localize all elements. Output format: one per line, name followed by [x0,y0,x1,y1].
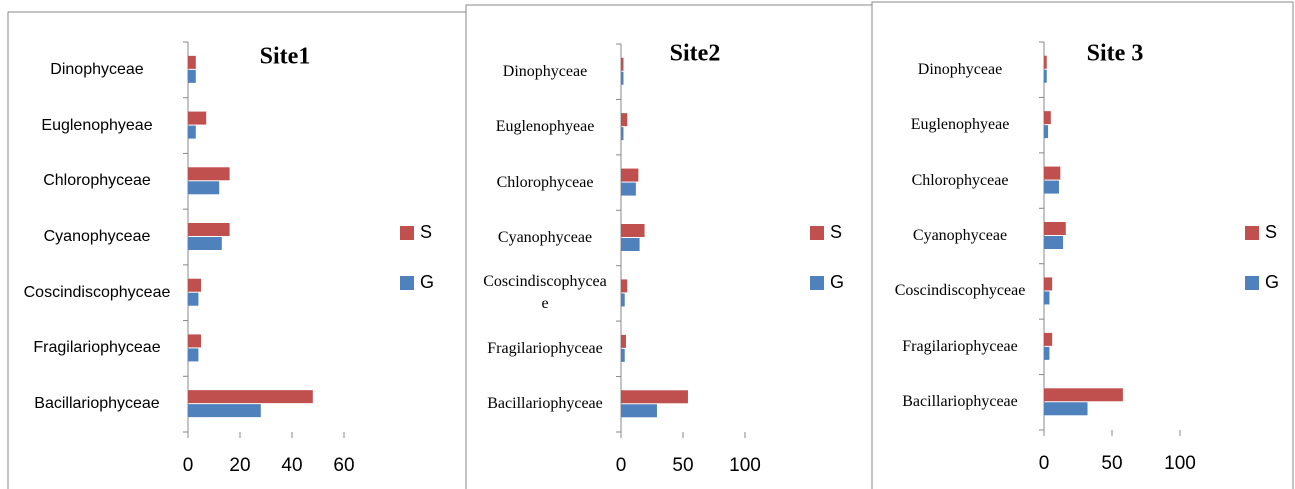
legend-swatch [810,276,824,290]
bar [188,404,261,418]
legend-swatch [1245,276,1259,290]
bar [621,238,640,251]
bar [1044,55,1047,69]
bar [1044,69,1047,83]
bar [188,55,196,69]
bar [1044,346,1050,360]
bar [621,348,625,362]
bar [188,348,199,362]
y-tick-label: Chlorophyceae [43,172,151,190]
bar [621,127,624,141]
bar [621,404,657,418]
y-tick-label: Bacillariophyceae [34,395,160,413]
x-tick-label: 100 [729,455,761,476]
legend-swatch [400,226,414,240]
panel-border [871,1,1294,489]
bar [188,167,230,181]
bar [1044,111,1051,125]
chart-title: Site2 [670,41,721,67]
bar [188,278,201,292]
x-tick-label: 60 [333,455,354,476]
y-tick-label: Coscindiscophyceae [894,282,1026,300]
bar [1044,388,1123,402]
bar [1044,332,1053,346]
x-tick-label: 40 [281,455,302,476]
legend-swatch [1245,226,1259,240]
bar [621,113,628,127]
x-tick-label: 50 [1101,453,1122,474]
y-tick-label: Fragilariophyceae [487,339,603,357]
y-tick-label: Cyanophyceae [497,229,593,246]
y-tick-label: Fragilariophyceae [902,337,1018,355]
y-tick-label: Euglenophyeae [41,116,153,134]
legend-label: G [420,272,434,292]
y-tick-label: Chlorophyceae [911,171,1009,189]
bar [188,292,199,306]
y-tick-label: Dinophyceae [917,60,1003,78]
x-tick-label: 0 [183,455,194,476]
y-tick-label: Chlorophyceae [496,173,594,191]
bar [188,125,196,139]
bar [621,168,639,182]
bar [621,279,628,293]
bar [1044,166,1061,180]
x-tick-label: 0 [1039,453,1050,474]
bar [188,223,230,236]
bar [188,237,222,250]
x-tick-label: 100 [1164,453,1196,474]
bar [621,57,624,71]
bar [188,334,201,348]
y-tick-label: Cyanophyceae [912,227,1008,244]
y-tick-label: Dinophyceae [502,62,588,80]
y-tick-label: Bacillariophyceae [487,395,603,413]
bar [1044,277,1053,291]
bar [621,182,636,196]
legend-swatch [810,226,824,240]
bar [621,390,688,404]
legend-label: G [1265,272,1279,292]
y-tick-label: Euglenophyeae [495,118,595,136]
bar [1044,125,1049,139]
y-tick-label: Cyanophyceae [43,228,151,245]
bar [1044,402,1088,416]
legend-swatch [400,276,414,290]
bar [1044,236,1064,249]
bar [621,224,645,237]
legend-label: G [830,272,844,292]
x-tick-label: 20 [229,455,250,476]
x-tick-label: 0 [616,455,627,476]
y-tick-label: Euglenophyeae [910,116,1010,134]
bar [1044,180,1059,194]
legend-label: S [1265,222,1277,242]
bar [188,390,313,404]
bar [621,71,624,85]
x-tick-label: 50 [672,455,693,476]
chart-title: Site 3 [1087,41,1144,67]
bar [621,293,625,307]
y-tick-label: Fragilariophyceae [33,339,161,357]
chart-title: Site1 [260,44,311,70]
bar [1044,222,1066,235]
bar [1044,291,1050,305]
y-tick-label: Bacillariophyceae [902,393,1018,411]
bar [188,181,220,195]
legend-label: S [420,222,432,242]
bar [188,69,196,83]
legend-label: S [830,222,842,242]
y-tick-label: Coscindiscophyceae [483,273,607,313]
y-tick-label: Coscindiscophyceae [23,283,171,301]
bar [621,334,626,348]
bar [188,111,207,125]
y-tick-label: Dinophyceae [50,60,144,78]
